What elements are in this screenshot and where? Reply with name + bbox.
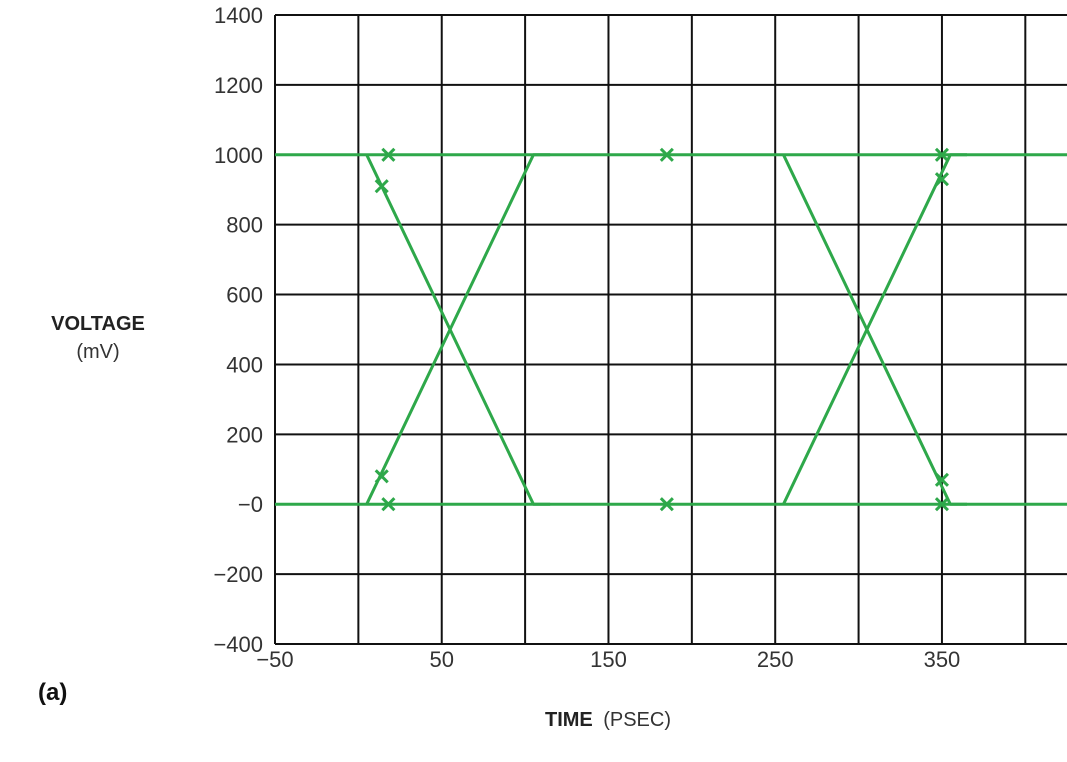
series-line bbox=[365, 154, 551, 506]
y-tick-label: −200 bbox=[213, 562, 263, 587]
y-tick-label: 1400 bbox=[214, 3, 263, 28]
y-axis-label: VOLTAGE bbox=[51, 313, 145, 335]
y-tick-label: 1000 bbox=[214, 143, 263, 168]
x-marker-stroke bbox=[374, 179, 389, 194]
series-line bbox=[782, 153, 967, 505]
series-line bbox=[365, 153, 551, 505]
x-marker-stroke bbox=[934, 497, 950, 512]
y-tick-label: −400 bbox=[213, 632, 263, 657]
x-marker bbox=[934, 472, 950, 487]
x-tick-label: 50 bbox=[429, 647, 453, 672]
x-marker-stroke bbox=[934, 472, 950, 487]
x-tick-label: −50 bbox=[256, 647, 293, 672]
label-layer: VOLTAGE (mV) TIME (PSEC) (a) −400 −200 −0 2… bbox=[38, 3, 960, 731]
x-marker bbox=[659, 497, 674, 512]
x-tick-label: 250 bbox=[757, 647, 794, 672]
x-marker bbox=[934, 147, 950, 162]
x-marker bbox=[381, 147, 396, 162]
x-marker bbox=[374, 179, 389, 194]
grid-layer bbox=[274, 14, 1067, 645]
x-axis-label-unit: (PSEC) bbox=[603, 709, 671, 731]
series-layer bbox=[275, 153, 1067, 506]
x-axis-label: TIME (PSEC) bbox=[545, 709, 671, 731]
x-marker bbox=[374, 469, 389, 484]
panel-label: (a) bbox=[38, 679, 67, 706]
x-marker-stroke bbox=[934, 147, 950, 162]
x-marker bbox=[934, 172, 950, 187]
y-tick-label: −0 bbox=[238, 492, 263, 517]
x-marker-stroke bbox=[381, 147, 396, 162]
y-tick-label: 400 bbox=[226, 352, 263, 377]
x-marker bbox=[934, 497, 950, 512]
y-axis-unit: (mV) bbox=[76, 341, 119, 363]
x-marker bbox=[659, 147, 674, 162]
y-tick-label: 1200 bbox=[214, 73, 263, 98]
y-tick-label: 200 bbox=[226, 422, 263, 447]
x-axis-label-main: TIME bbox=[545, 709, 593, 731]
x-tick-label: 350 bbox=[924, 647, 961, 672]
x-marker-stroke bbox=[934, 172, 950, 187]
y-tick-label: 800 bbox=[226, 213, 263, 238]
x-marker-stroke bbox=[374, 469, 389, 484]
x-tick-label: 150 bbox=[590, 647, 627, 672]
series-line bbox=[782, 154, 967, 506]
x-marker-stroke bbox=[659, 147, 674, 162]
marker-layer bbox=[374, 147, 950, 512]
y-tick-label: 600 bbox=[226, 283, 263, 308]
x-marker-stroke bbox=[659, 497, 674, 512]
x-marker-stroke bbox=[381, 497, 396, 512]
x-marker bbox=[381, 497, 396, 512]
